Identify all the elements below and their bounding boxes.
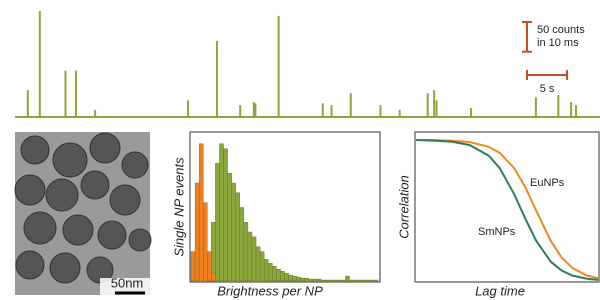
bar bbox=[301, 278, 305, 281]
scale-label: 50nm bbox=[111, 275, 144, 290]
bar bbox=[280, 271, 284, 281]
bar bbox=[272, 266, 276, 281]
bar bbox=[276, 269, 280, 281]
bar bbox=[240, 208, 244, 282]
bar bbox=[211, 222, 215, 281]
bar bbox=[321, 280, 325, 281]
bar bbox=[228, 173, 232, 281]
bar bbox=[354, 280, 358, 281]
bar bbox=[337, 280, 341, 281]
x-axis-label: Brightness per NP bbox=[217, 283, 323, 298]
bar bbox=[191, 252, 195, 281]
bar bbox=[305, 278, 309, 281]
bar bbox=[219, 144, 223, 281]
bar bbox=[256, 247, 260, 281]
bar bbox=[260, 252, 264, 281]
bar bbox=[211, 273, 215, 281]
bar bbox=[268, 263, 272, 281]
bar bbox=[345, 276, 349, 281]
bar bbox=[366, 280, 370, 281]
bar bbox=[236, 193, 240, 281]
bar bbox=[309, 279, 313, 281]
bar bbox=[252, 237, 256, 281]
bar bbox=[317, 279, 321, 281]
bar bbox=[358, 280, 362, 281]
scale-label: in 10 ms bbox=[537, 37, 579, 49]
tem-image: 50nm bbox=[15, 132, 151, 295]
y-axis-label: Correlation bbox=[396, 175, 411, 239]
bar bbox=[293, 276, 297, 281]
bar bbox=[244, 222, 248, 281]
series-line bbox=[416, 140, 598, 278]
bar bbox=[333, 280, 337, 281]
bar bbox=[297, 277, 301, 281]
bar bbox=[207, 252, 211, 281]
bar bbox=[289, 275, 293, 281]
bar bbox=[199, 144, 203, 281]
bar bbox=[370, 280, 374, 281]
legend-label: EuNPs bbox=[530, 177, 565, 189]
bar bbox=[313, 279, 317, 281]
x-axis-label: Lag time bbox=[475, 283, 525, 298]
figure: 50nm Brightness per NP Single NP events … bbox=[0, 0, 600, 300]
bar bbox=[264, 259, 268, 281]
y-axis-label: Single NP events bbox=[171, 157, 186, 257]
corr-frame bbox=[415, 132, 599, 282]
bar bbox=[329, 280, 333, 281]
scale-label: 5 s bbox=[540, 83, 555, 95]
bar bbox=[341, 280, 345, 281]
bar bbox=[350, 280, 354, 281]
bar bbox=[215, 163, 219, 281]
scale-label: 50 counts bbox=[537, 24, 585, 36]
legend-label: SmNPs bbox=[478, 226, 516, 238]
bar bbox=[203, 203, 207, 281]
bar bbox=[224, 149, 228, 281]
bar bbox=[232, 183, 236, 281]
bar bbox=[248, 232, 252, 281]
bar bbox=[325, 280, 329, 281]
bar bbox=[195, 183, 199, 281]
bar bbox=[285, 273, 289, 281]
bar bbox=[362, 280, 366, 281]
bar bbox=[374, 280, 378, 281]
